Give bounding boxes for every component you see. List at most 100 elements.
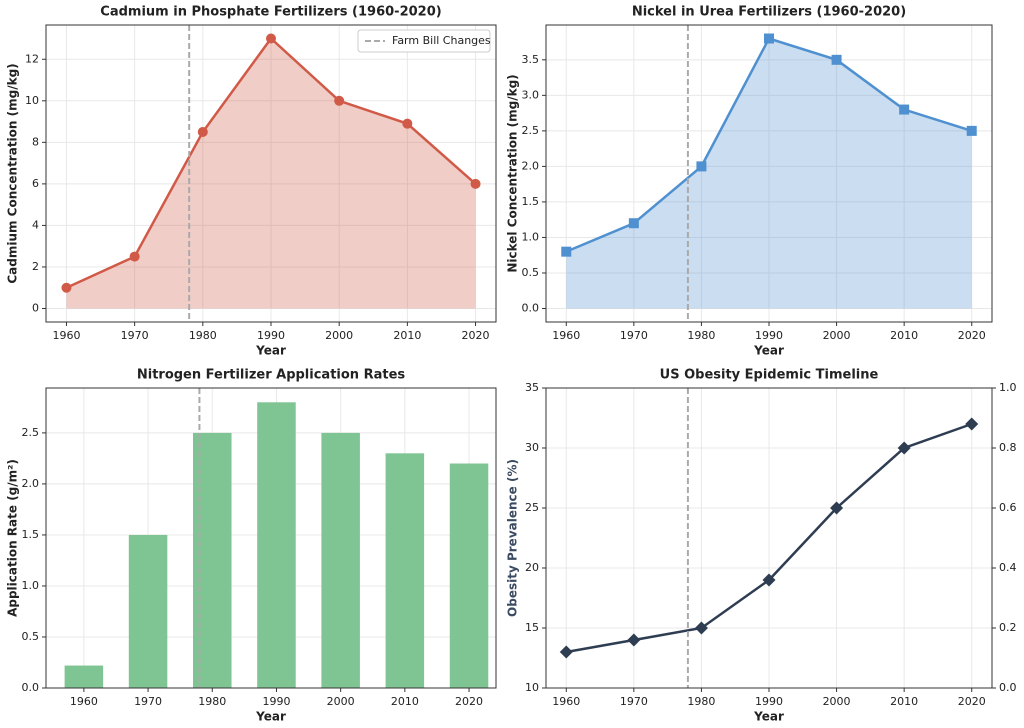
y-tick-label: 20 bbox=[525, 561, 539, 574]
marker bbox=[694, 621, 708, 635]
x-tick-label: 1960 bbox=[552, 329, 580, 342]
y-tick-label: 30 bbox=[525, 441, 539, 454]
x-tick-label: 2020 bbox=[462, 329, 490, 342]
y-tick-label: 25 bbox=[525, 501, 539, 514]
bar bbox=[321, 432, 360, 688]
x-tick-label: 2000 bbox=[327, 695, 355, 708]
x-tick-label: 1990 bbox=[755, 329, 783, 342]
x-tick-label: 1970 bbox=[620, 329, 648, 342]
y-axis-label: Cadmium Concentration (mg/kg) bbox=[6, 63, 20, 283]
y-axis-label: Nickel Concentration (mg/kg) bbox=[506, 74, 520, 272]
x-tick-label: 2010 bbox=[890, 329, 918, 342]
x-tick-label: 1990 bbox=[257, 329, 285, 342]
subplot-title: Nitrogen Fertilizer Application Rates bbox=[137, 368, 406, 383]
marker bbox=[830, 501, 844, 515]
x-tick-label: 2010 bbox=[391, 695, 419, 708]
x-tick-label: 1960 bbox=[70, 695, 98, 708]
axes-frame bbox=[45, 24, 497, 323]
marker bbox=[334, 95, 345, 106]
y2-tick-label: 0.6 bbox=[999, 501, 1017, 514]
x-tick-label: 1970 bbox=[134, 695, 162, 708]
x-tick-label: 2020 bbox=[958, 329, 986, 342]
y-tick-label: 2.5 bbox=[522, 124, 540, 137]
marker bbox=[197, 126, 208, 137]
marker bbox=[561, 246, 572, 257]
marker bbox=[628, 218, 639, 229]
y-tick-label: 4 bbox=[32, 218, 39, 231]
y-tick-label: 3.0 bbox=[522, 88, 540, 101]
y-tick-label: 2 bbox=[32, 260, 39, 273]
legend-label: Farm Bill Changes bbox=[392, 34, 491, 47]
bar bbox=[257, 402, 296, 688]
marker bbox=[627, 633, 641, 647]
y-tick-label: 0.0 bbox=[22, 681, 40, 694]
y2-tick-label: 0.8 bbox=[999, 441, 1017, 454]
y-tick-label: 35 bbox=[525, 381, 539, 394]
x-tick-label: 1980 bbox=[198, 695, 226, 708]
x-axis-label: Year bbox=[255, 344, 286, 358]
y-tick-label: 6 bbox=[32, 177, 39, 190]
marker bbox=[831, 54, 842, 65]
y-tick-label: 0.0 bbox=[522, 302, 540, 315]
y-tick-label: 1.0 bbox=[522, 230, 540, 243]
y-tick-label: 2.0 bbox=[22, 477, 40, 490]
x-axis-label: Year bbox=[753, 710, 784, 724]
y2-tick-label: 0.2 bbox=[999, 621, 1017, 634]
y-axis-label: Application Rate (g/m²) bbox=[6, 459, 20, 617]
x-tick-label: 1970 bbox=[620, 695, 648, 708]
area bbox=[66, 38, 476, 309]
y-tick-label: 15 bbox=[525, 621, 539, 634]
axes-frame bbox=[45, 387, 497, 689]
marker bbox=[762, 573, 776, 587]
marker bbox=[897, 441, 911, 455]
x-tick-label: 1970 bbox=[121, 329, 149, 342]
y-tick-label: 3.5 bbox=[522, 53, 540, 66]
x-tick-label: 1990 bbox=[262, 695, 290, 708]
x-axis-label: Year bbox=[255, 710, 286, 724]
x-tick-label: 1960 bbox=[52, 329, 80, 342]
marker bbox=[965, 417, 979, 431]
x-tick-label: 2020 bbox=[455, 695, 483, 708]
marker bbox=[559, 645, 573, 659]
y-tick-label: 2.0 bbox=[522, 159, 540, 172]
marker bbox=[696, 161, 707, 172]
y2-tick-label: 0.0 bbox=[999, 681, 1017, 694]
legend-box bbox=[357, 29, 491, 53]
y-tick-label: 1.0 bbox=[22, 579, 40, 592]
marker bbox=[470, 178, 481, 189]
marker bbox=[764, 33, 774, 44]
x-tick-label: 2000 bbox=[325, 329, 353, 342]
x-tick-label: 1980 bbox=[687, 329, 715, 342]
bar bbox=[128, 534, 168, 688]
y-tick-label: 10 bbox=[525, 681, 539, 694]
y-tick-label: 2.5 bbox=[22, 426, 40, 439]
axes-frame bbox=[545, 387, 993, 689]
y-tick-label: 10 bbox=[25, 94, 39, 107]
x-tick-label: 1980 bbox=[189, 329, 217, 342]
subplot: Nickel in Urea Fertilizers (1960-2020) Ye… bbox=[506, 5, 993, 358]
x-tick-label: 2020 bbox=[958, 695, 986, 708]
y-tick-label: 0 bbox=[32, 302, 39, 315]
marker bbox=[899, 104, 910, 115]
bar bbox=[64, 665, 104, 688]
subplot: Nitrogen Fertilizer Application Rates Yea… bbox=[6, 368, 497, 724]
subplot-title: Nickel in Urea Fertilizers (1960-2020) bbox=[632, 5, 906, 20]
bar bbox=[385, 453, 425, 688]
y2-tick-label: 0.4 bbox=[999, 561, 1017, 574]
axes-frame bbox=[545, 24, 993, 323]
area bbox=[566, 38, 972, 309]
x-tick-label: 2010 bbox=[393, 329, 421, 342]
subplot: US Obesity Epidemic Timeline Year Obesity … bbox=[506, 368, 1017, 724]
marker bbox=[129, 251, 140, 262]
x-tick-label: 2000 bbox=[823, 329, 851, 342]
x-axis-label: Year bbox=[753, 344, 784, 358]
marker bbox=[61, 282, 72, 293]
y-tick-label: 1.5 bbox=[22, 528, 40, 541]
x-tick-label: 1980 bbox=[687, 695, 715, 708]
subplot: Cadmium in Phosphate Fertilizers (1960-2… bbox=[6, 5, 497, 358]
x-tick-label: 1990 bbox=[755, 695, 783, 708]
y2-tick-label: 1.0 bbox=[999, 381, 1017, 394]
subplot-title: Cadmium in Phosphate Fertilizers (1960-2… bbox=[100, 5, 441, 20]
y-tick-label: 12 bbox=[25, 52, 39, 65]
